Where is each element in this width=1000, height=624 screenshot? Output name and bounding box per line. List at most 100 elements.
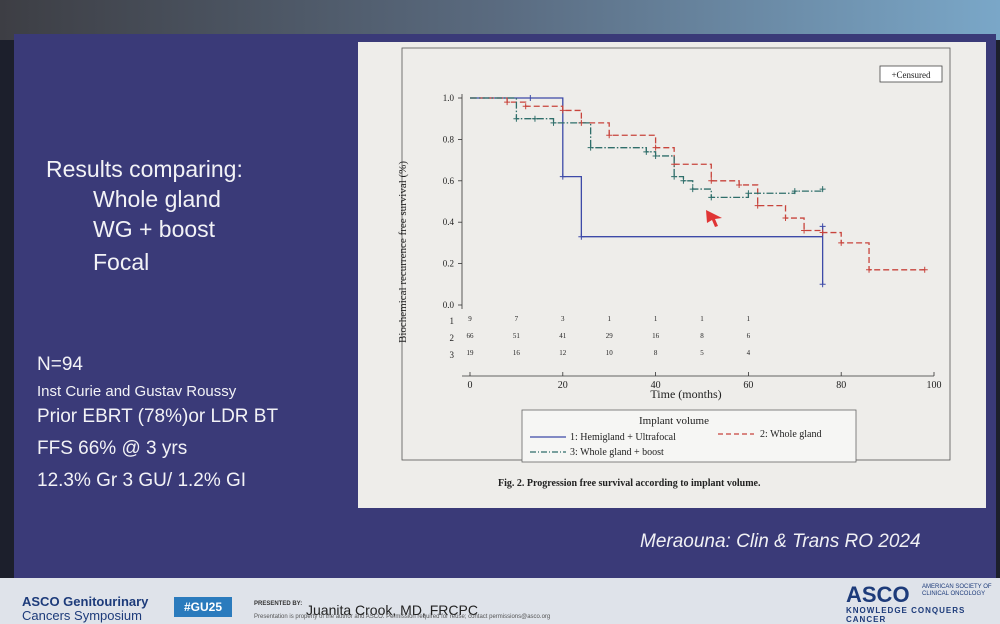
risk-row-label: 2	[450, 333, 455, 343]
results-item-whole-gland: Whole gland	[93, 186, 221, 212]
top-screen-band	[0, 0, 1000, 40]
censor-mark	[838, 239, 845, 246]
x-tick-label: 20	[558, 380, 568, 391]
results-item-wg-boost: WG + boost	[93, 216, 216, 242]
risk-cell: 1	[747, 315, 751, 323]
risk-row-label: 3	[450, 350, 455, 360]
legend-title: Implant volume	[639, 415, 709, 427]
series-line-1	[470, 97, 824, 285]
censor-mark	[819, 223, 826, 230]
censor-mark	[708, 177, 715, 184]
risk-cell: 1	[607, 315, 611, 323]
censor-mark	[522, 103, 529, 110]
asco-society-line2: CLINICAL ONCOLOGY	[922, 591, 986, 597]
risk-cell: 9	[468, 315, 472, 323]
censor-mark	[643, 148, 650, 155]
x-tick-label: 40	[651, 380, 661, 391]
censor-mark	[689, 186, 696, 193]
asco-logo: ASCO	[846, 582, 910, 607]
censor-mark	[866, 266, 873, 273]
chart-axes	[461, 94, 934, 377]
asco-society-name: AMERICAN SOCIETY OF CLINICAL ONCOLOGY	[922, 584, 992, 598]
y-axis-label: Biochemical recurrence free survival (%)	[397, 161, 409, 343]
censor-mark	[550, 119, 557, 126]
censor-mark	[652, 144, 659, 151]
censor-mark	[559, 173, 566, 180]
institutions: Inst Curie and Gustav Roussy	[37, 383, 237, 400]
results-item-focal: Focal	[93, 249, 150, 275]
x-tick-label: 80	[836, 380, 846, 391]
censor-mark	[531, 115, 538, 122]
risk-cell: 6	[747, 332, 751, 340]
censored-legend-box: +Censured	[879, 65, 943, 83]
censor-mark	[513, 115, 520, 122]
km-chart: 0.00.20.40.60.81.00 20 40 60 80 100 1 9 7 3 1 1 1 12…	[397, 47, 951, 489]
risk-cell: 16	[513, 349, 521, 357]
n-count: N=94	[37, 354, 83, 375]
censor-mark	[708, 194, 715, 201]
risk-row-label: 1	[450, 316, 455, 326]
censor-mark	[606, 132, 613, 139]
risk-cell: 12	[559, 349, 567, 357]
toxicity-rate: 12.3% Gr 3 GU/ 1.2% GI	[37, 470, 247, 491]
risk-cell: 41	[559, 332, 567, 340]
series-line-3	[470, 97, 824, 199]
hashtag-badge: #GU25	[174, 597, 232, 617]
series-legend: Implant volume 1: Hemigland + Ultrafocal…	[521, 409, 857, 463]
censor-mark	[782, 215, 789, 222]
x-tick-label: 0	[468, 380, 473, 391]
results-heading: Results comparing:	[46, 156, 243, 182]
risk-table: 1 9 7 3 1 1 1 12 66 51 41 29 16 8 63 19 16 12 10 8 5 4	[450, 315, 751, 360]
censor-mark	[736, 181, 743, 188]
risk-cell: 1	[700, 315, 704, 323]
y-tick-label: 0.8	[443, 134, 455, 144]
censor-mark	[819, 229, 826, 236]
series-line-2	[470, 97, 925, 271]
legend-label-whole-gland: 2: Whole gland	[760, 429, 821, 440]
censor-mark	[671, 173, 678, 180]
censor-mark	[819, 186, 826, 193]
y-tick-label: 1.0	[443, 93, 455, 103]
censored-legend-label: +Censured	[891, 70, 931, 80]
presenter-name: Juanita Crook, MD, FRCPC	[306, 602, 478, 618]
y-tick-label: 0.2	[443, 259, 454, 269]
asco-society-line1: AMERICAN SOCIETY OF	[922, 584, 992, 590]
series-layer	[470, 95, 928, 288]
presented-by-label: PRESENTED BY:	[254, 601, 303, 607]
footer-asco-line2: Cancers Symposium	[22, 608, 142, 623]
ffs-rate: FFS 66% @ 3 yrs	[37, 438, 188, 459]
censor-mark	[754, 202, 761, 209]
censor-mark	[559, 107, 566, 114]
risk-cell: 5	[700, 349, 704, 357]
risk-cell: 16	[652, 332, 660, 340]
asco-tagline: KNOWLEDGE CONQUERS CANCER	[846, 606, 966, 624]
permission-note: Presentation is property of the author a…	[254, 614, 551, 620]
censor-mark	[680, 177, 687, 184]
y-tick-label: 0.4	[443, 217, 455, 227]
legend-label-hemigland: 1: Hemigland + Ultrafocal	[570, 432, 676, 443]
y-tick-label: 0.6	[443, 176, 455, 186]
pointer-arrow-icon	[706, 210, 722, 227]
risk-cell: 3	[561, 315, 565, 323]
censor-mark	[791, 188, 798, 195]
x-tick-label: 100	[927, 380, 942, 391]
risk-cell: 51	[513, 332, 521, 340]
censor-mark	[504, 99, 511, 106]
footer-bar	[0, 578, 1000, 624]
prior-treatment: Prior EBRT (78%)or LDR BT	[37, 406, 279, 427]
risk-cell: 8	[654, 349, 658, 357]
censor-mark	[527, 95, 534, 101]
censor-mark	[801, 227, 808, 234]
censor-mark	[819, 281, 826, 288]
y-tick-label: 0.0	[443, 300, 455, 310]
censor-mark	[587, 144, 594, 151]
legend-label-wg-boost: 3: Whole gland + boost	[570, 447, 664, 458]
chart-ticks: 0.0 0.2 0.4 0.6 0.8 1.0 0 20 40 60 80 100	[443, 93, 942, 391]
censor-mark	[652, 152, 659, 159]
risk-cell: 1	[654, 315, 658, 323]
censor-mark	[578, 233, 585, 240]
censor-mark	[921, 266, 928, 273]
risk-cell: 66	[467, 332, 475, 340]
figure-caption: Fig. 2. Progression free survival accord…	[498, 478, 761, 489]
